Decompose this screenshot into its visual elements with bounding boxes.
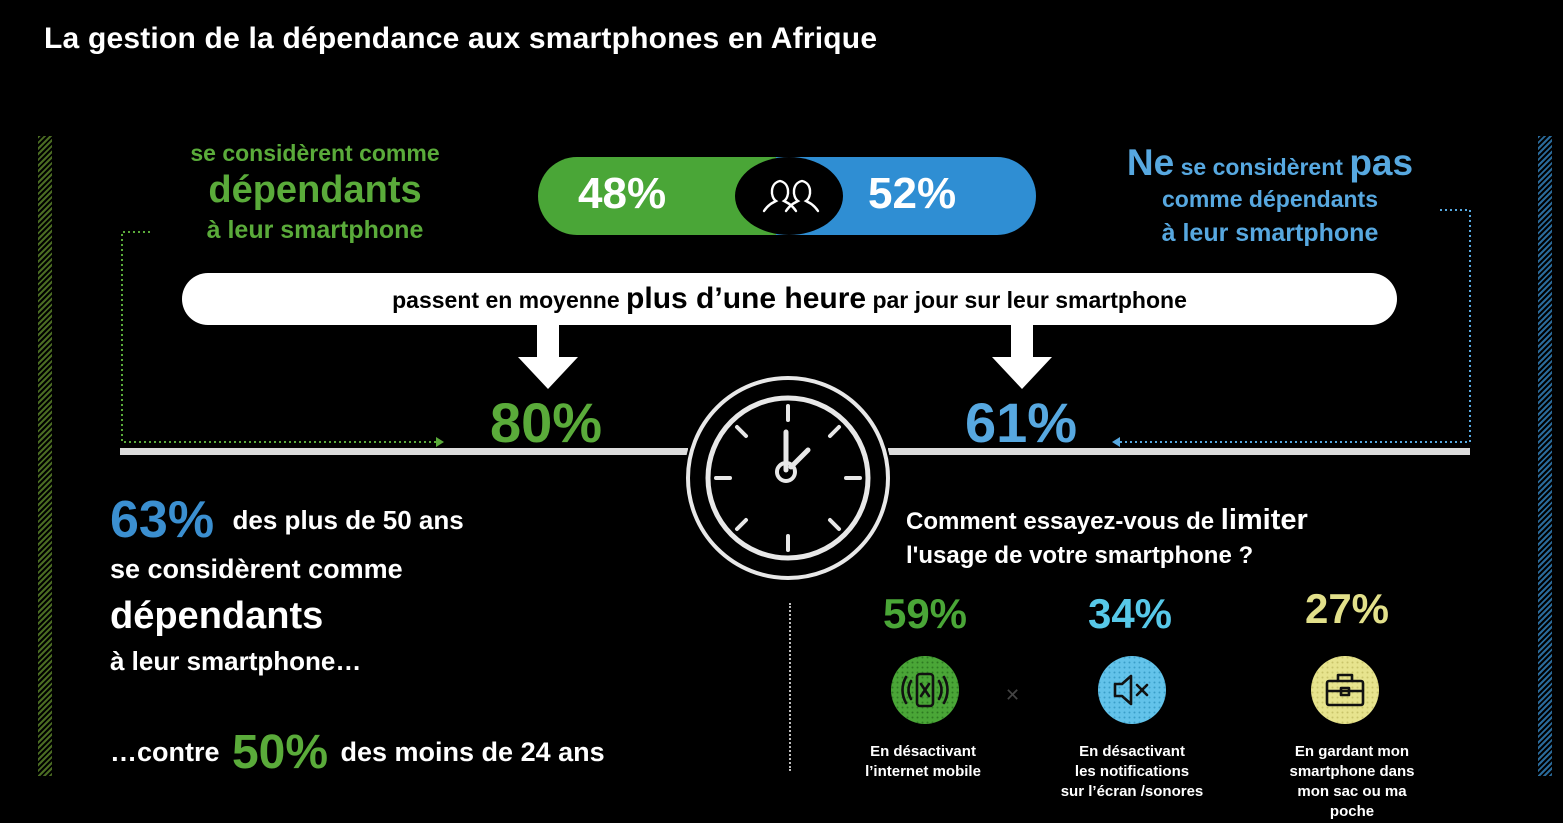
caption-line: l’internet mobile (865, 763, 981, 780)
briefcase-icon (1311, 656, 1379, 724)
contre-text: …contre (110, 737, 220, 767)
down-arrow-icon (992, 325, 1052, 389)
over50-percentage: 63% (110, 491, 215, 549)
right-divider-line (888, 448, 1470, 455)
considerent-word: se considèrent (1180, 154, 1343, 180)
under24-percentage: 50% (231, 726, 329, 779)
method-bag-caption: En gardant mon smartphone dans mon sac o… (1267, 742, 1437, 822)
banner-text-after: par jour sur leur smartphone (872, 287, 1187, 313)
not-dependent-connector (1112, 209, 1471, 447)
banner-highlight: plus d’une heure (626, 282, 867, 315)
dependent-percentage: 48% (578, 169, 667, 218)
not-dependent-heading-line2: comme dépendants (1162, 186, 1378, 212)
method-mobile-data-percentage: 59% (882, 590, 968, 637)
age-block-line4: à leur smartphone… (110, 646, 362, 676)
dependent-connector (121, 231, 444, 447)
under24-label: des moins de 24 ans (340, 737, 605, 767)
caption-line: poche (1329, 803, 1375, 820)
dependent-usage-percentage: 80% (490, 391, 603, 454)
age-block-line3: dépendants (110, 595, 324, 637)
method-bag-percentage: 27% (1304, 585, 1390, 632)
question-highlight: limiter (1220, 504, 1308, 536)
caption-line: les notifications (1074, 763, 1190, 780)
age-block-line2: se considèrent comme (110, 554, 403, 584)
caption-line: En désactivant (1079, 743, 1185, 760)
not-dependent-heading-line3: à leur smartphone (1161, 219, 1379, 247)
question-line2: l'usage de votre smartphone ? (906, 542, 1254, 569)
left-divider-line (120, 448, 688, 455)
decorative-cross: ✕ (1005, 685, 1021, 705)
method-notifications-caption: En désactivant les notifications sur l’é… (1047, 742, 1217, 802)
daily-usage-banner: passent en moyenne plus d’une heure par … (182, 273, 1397, 325)
caption-line: sur l’écran /sonores (1060, 783, 1204, 800)
age-comparison-block: 63% des plus de 50 ans se considèrent co… (110, 490, 464, 677)
dependent-heading-line3: à leur smartphone (206, 216, 424, 244)
caption-line: mon sac ou ma (1297, 783, 1407, 800)
dependency-split-pill: 48% 52% (538, 157, 1036, 235)
method-notifications-percentage: 34% (1087, 590, 1173, 637)
right-decorative-border (1538, 136, 1552, 776)
pas-word: pas (1349, 142, 1414, 183)
speaker-mute-icon (1098, 656, 1166, 724)
left-decorative-border (38, 136, 52, 776)
not-dependent-usage-percentage: 61% (965, 391, 1078, 454)
banner-text-before: passent en moyenne (392, 287, 620, 313)
caption-line: En gardant mon (1294, 743, 1410, 760)
people-icon (762, 179, 820, 213)
question-part1: Comment essayez-vous de (906, 508, 1215, 535)
not-dependent-heading-line1: Ne se considèrent pas (1090, 142, 1450, 184)
dependent-heading: se considèrent comme dépendants à leur s… (150, 140, 480, 245)
not-dependent-percentage: 52% (868, 169, 957, 218)
pill-center (735, 157, 843, 235)
ne-word: Ne (1126, 142, 1175, 183)
down-arrow-icon (518, 325, 578, 389)
vertical-divider (789, 603, 791, 771)
method-mobile-data-caption: En désactivant l’internet mobile (838, 742, 1008, 782)
under24-comparison: …contre 50% des moins de 24 ans (110, 725, 605, 780)
over50-label: des plus de 50 ans (232, 504, 464, 535)
dependent-heading-line1: se considèrent comme (190, 140, 440, 166)
caption-line: smartphone dans (1289, 763, 1415, 780)
dependent-heading-line2: dépendants (208, 169, 422, 211)
stopwatch-icon (684, 374, 892, 582)
phone-signal-off-icon (891, 656, 959, 724)
not-dependent-heading: Ne se considèrent pas comme dépendants à… (1090, 142, 1450, 248)
limit-usage-question: Comment essayez-vous de limiter l'usage … (906, 503, 1308, 573)
caption-line: En désactivant (870, 743, 976, 760)
page-title: La gestion de la dépendance aux smartpho… (44, 22, 878, 55)
